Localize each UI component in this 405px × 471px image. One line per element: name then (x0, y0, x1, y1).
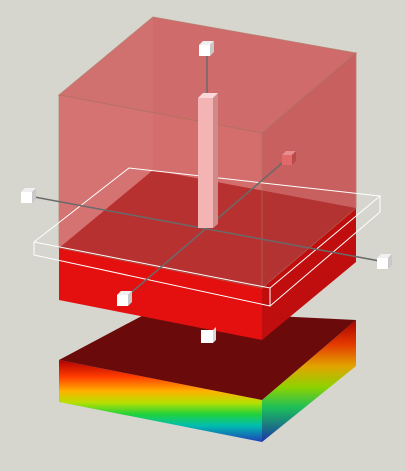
bottom-plate[interactable] (59, 310, 356, 442)
x-axis-line (28, 195, 386, 263)
selection-bounding-box (32, 167, 382, 307)
vertical-column[interactable] (198, 93, 218, 228)
square-handle-icon[interactable] (199, 41, 214, 56)
square-handle-icon[interactable] (21, 188, 36, 203)
square-handle-icon[interactable] (377, 254, 392, 269)
square-handle-icon[interactable] (282, 151, 296, 165)
square-handle-icon[interactable] (117, 291, 132, 306)
connector-post (201, 327, 216, 343)
